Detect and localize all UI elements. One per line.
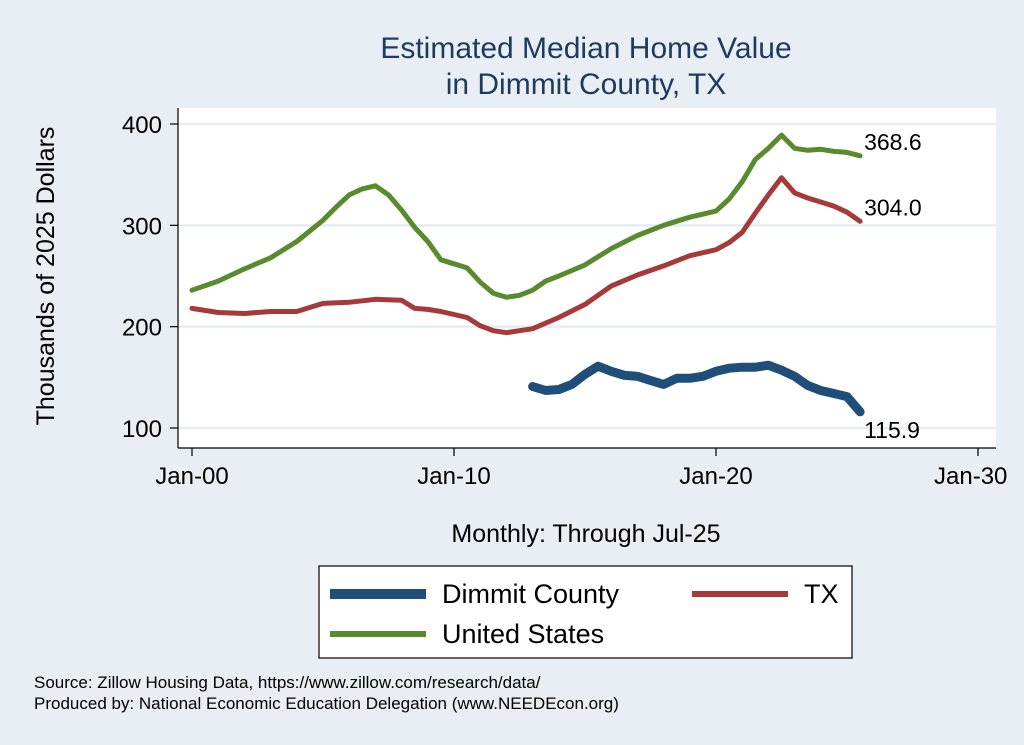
series-line: [528, 360, 865, 417]
legend-label: United States: [442, 619, 604, 649]
source-line-2: Produced by: National Economic Education…: [34, 694, 619, 713]
series-end-label: 304.0: [864, 194, 922, 220]
series-end-label: 115.9: [864, 417, 920, 443]
chart-title-line-2: in Dimmit County, TX: [446, 68, 727, 101]
plot-area: [178, 108, 996, 448]
legend: Dimmit County TX United States: [330, 579, 839, 649]
y-tick-label: 400: [122, 112, 162, 139]
legend-label: Dimmit County: [442, 579, 620, 609]
end-labels: 115.9 304.0 368.6: [864, 129, 922, 443]
x-tick-label: Jan-20: [679, 463, 752, 490]
series-line: [189, 132, 863, 300]
x-axis-title: Monthly: Through Jul-25: [451, 520, 720, 548]
series-end-label: 368.6: [864, 129, 922, 155]
series-line: [189, 175, 863, 336]
chart-title-line-1: Estimated Median Home Value: [380, 32, 791, 65]
x-tick-label: Jan-30: [934, 463, 1007, 490]
y-axis-title: Thousands of 2025 Dollars: [32, 127, 60, 426]
x-tick-label: Jan-00: [155, 463, 228, 490]
x-ticks: Jan-00 Jan-10 Jan-20 Jan-30: [155, 448, 1007, 490]
y-tick-label: 300: [122, 213, 162, 240]
legend-label: TX: [804, 579, 839, 609]
x-tick-label: Jan-10: [417, 463, 490, 490]
legend-box: [318, 565, 853, 659]
y-ticks: 100 200 300 400: [122, 112, 178, 443]
axes: [177, 108, 996, 449]
series-lines: [189, 132, 865, 417]
source-line-1: Source: Zillow Housing Data, https://www…: [34, 673, 541, 692]
y-tick-label: 200: [122, 315, 162, 342]
y-tick-label: 100: [122, 416, 162, 443]
